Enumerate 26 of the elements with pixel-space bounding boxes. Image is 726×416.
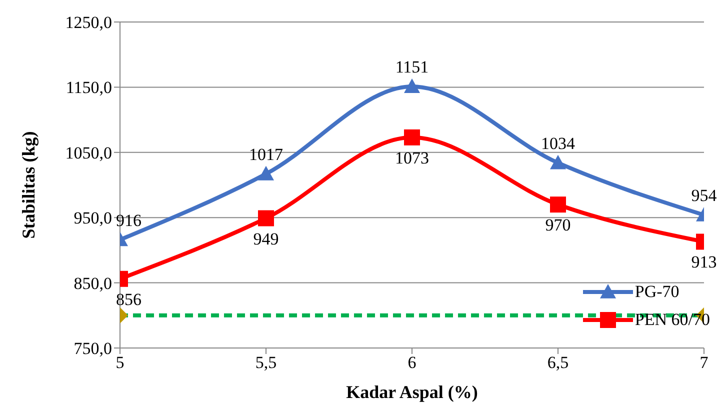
data-label: 916	[116, 210, 142, 230]
point	[404, 78, 420, 93]
data-label: 1073	[395, 148, 429, 168]
y-axis-title: Stabilitas (kg)	[18, 131, 38, 239]
x-tick-label: 6	[408, 353, 416, 372]
y-tick-label: 1250,0	[65, 13, 112, 32]
x-tick-label: 6,5	[547, 353, 569, 372]
data-label: 913	[691, 252, 717, 272]
data-label: 949	[253, 229, 279, 248]
point	[404, 129, 420, 146]
data-label: 856	[116, 290, 142, 309]
y-tick-label: 950,0	[74, 208, 112, 228]
x-axis-title: Kadar Aspal (%)	[346, 382, 478, 402]
y-tick-label: 1150,0	[66, 78, 112, 98]
x-tick-label: 7	[700, 353, 709, 372]
legend-label: PG-70	[634, 282, 680, 302]
y-tick-label: 1050,0	[65, 143, 112, 162]
data-label: 1034	[541, 134, 576, 153]
x-tick-label: 5,5	[255, 353, 277, 372]
data-label: 1017	[249, 144, 284, 164]
data-label: 970	[545, 216, 571, 235]
data-label: 1151	[395, 58, 429, 77]
y-tick-label: 850,0	[74, 274, 112, 293]
x-tick-label: 5	[116, 353, 124, 372]
data-label: 954	[691, 186, 718, 205]
y-tick-label: 750,0	[74, 339, 112, 358]
